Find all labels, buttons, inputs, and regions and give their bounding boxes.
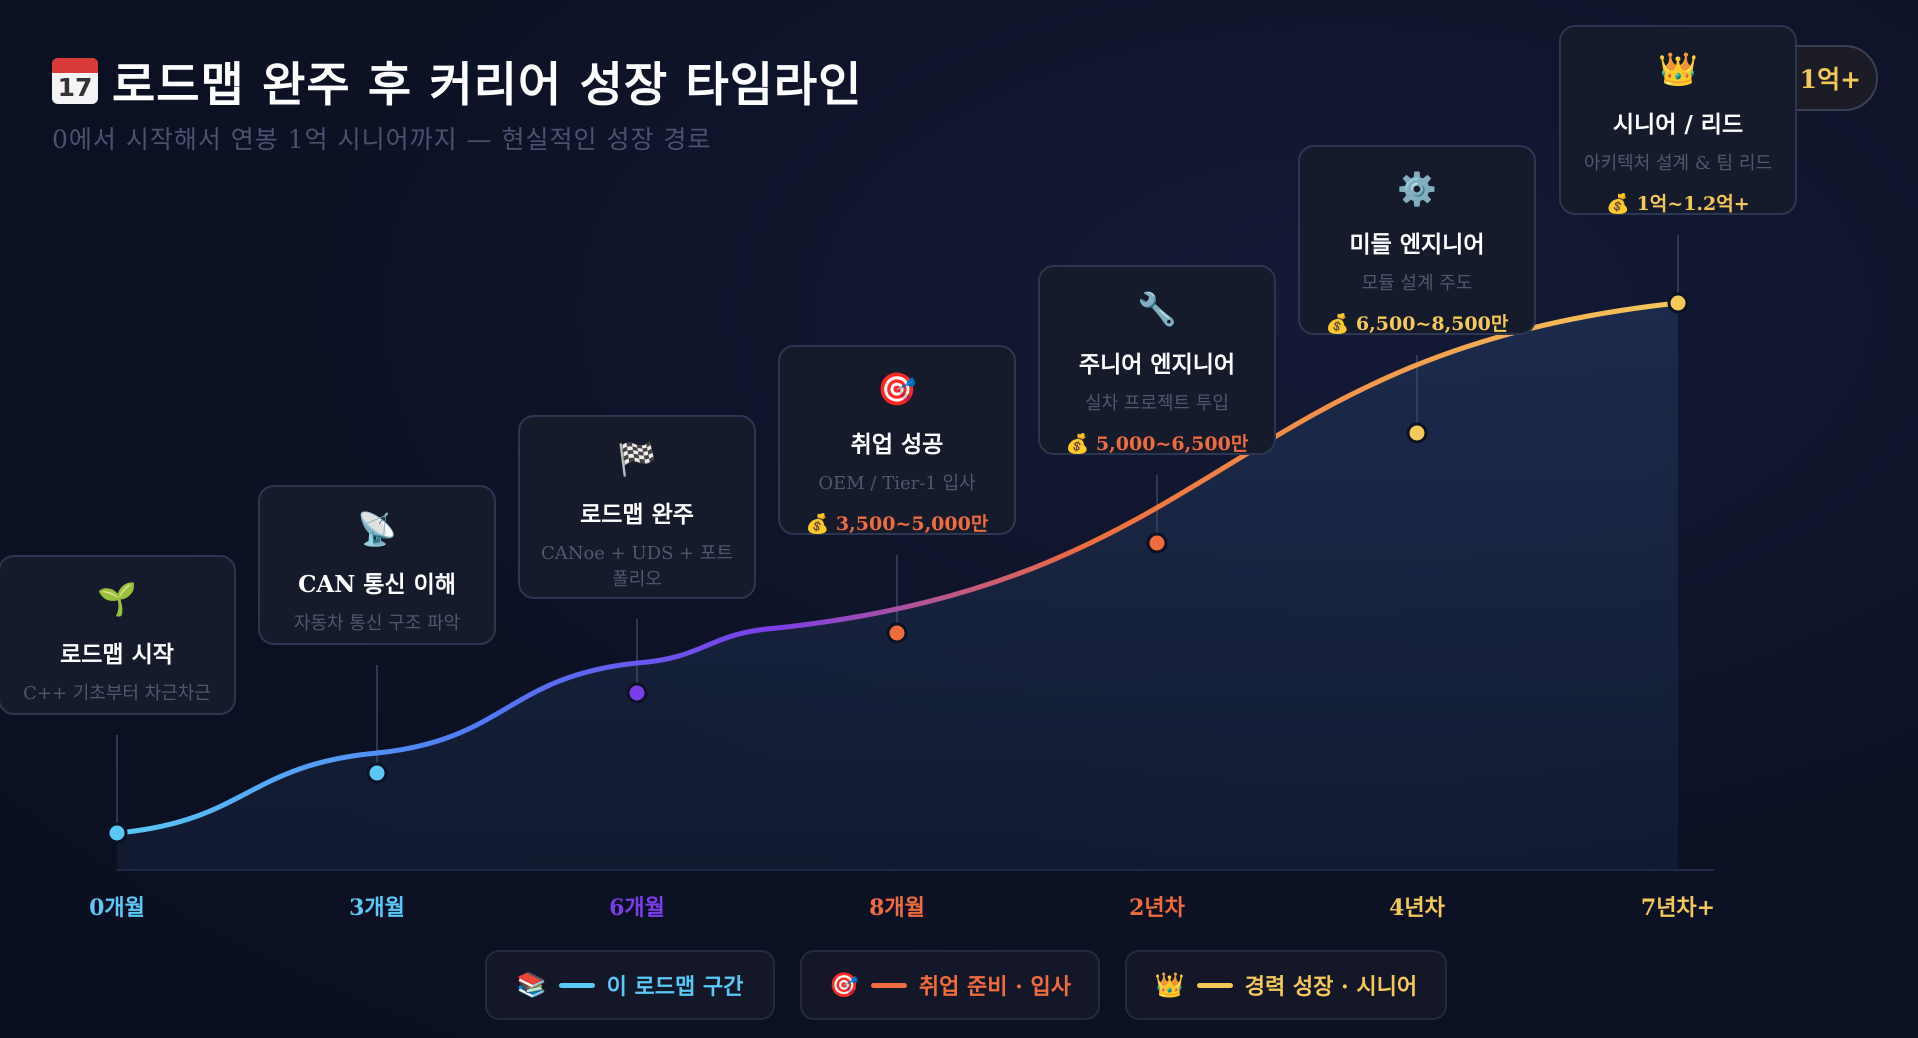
- checkered-flag-icon: 🏁: [617, 440, 657, 478]
- milestone-salary: 💰 1억~1.2억+: [1606, 193, 1750, 216]
- legend-item: 👑 경력 성장 · 시니어: [1125, 950, 1447, 1020]
- page-subtitle: 0에서 시작해서 연봉 1억 시니어까지 — 현실적인 성장 경로: [52, 125, 712, 154]
- legend-label: 경력 성장 · 시니어: [1244, 974, 1418, 1000]
- legend-label: 이 로드맵 구간: [606, 974, 744, 1000]
- milestone-desc: OEM / Tier-1 입사: [818, 473, 976, 494]
- x-axis-tick-label: 4년차: [1389, 895, 1445, 921]
- milestone-title: 미들 엔지니어: [1349, 231, 1485, 258]
- milestone-card: 🌱 로드맵 시작 C++ 기초부터 차근차근: [0, 555, 236, 715]
- milestone-marker: [1667, 292, 1689, 314]
- milestone-title: 로드맵 시작: [60, 641, 174, 668]
- seedling-icon: 🌱: [97, 580, 137, 618]
- crown-icon: 👑: [1154, 971, 1185, 999]
- wrench-icon: 🔧: [1137, 290, 1177, 328]
- milestone-title: CAN 통신 이해: [298, 571, 456, 598]
- books-icon: 📚: [516, 971, 547, 999]
- title-row: 17 로드맵 완주 후 커리어 성장 타임라인: [52, 46, 862, 115]
- milestone-desc: 모듈 설계 주도: [1361, 273, 1473, 294]
- milestone-marker: [366, 762, 388, 784]
- milestone-desc: C++ 기초부터 차근차근: [23, 683, 211, 704]
- milestone-marker: [1146, 532, 1168, 554]
- milestone-title: 시니어 / 리드: [1612, 111, 1744, 138]
- legend-swatch: [870, 982, 907, 988]
- crown-icon: 👑: [1658, 50, 1698, 88]
- milestone-desc: 자동차 통신 구조 파악: [293, 613, 461, 634]
- milestone-card: 🎯 취업 성공 OEM / Tier-1 입사 💰 3,500~5,000만: [778, 345, 1016, 535]
- legend-swatch: [1196, 982, 1233, 988]
- connector-lines: [116, 235, 1679, 823]
- legend-item: 📚 이 로드맵 구간: [485, 950, 775, 1020]
- x-axis-tick-label: 3개월: [349, 895, 405, 921]
- milestone-salary: 💰 3,500~5,000만: [805, 513, 989, 536]
- x-axis-tick-label: 0개월: [89, 895, 145, 921]
- milestone-salary: 💰 6,500~8,500만: [1325, 313, 1509, 336]
- satellite-dish-icon: 📡: [357, 510, 397, 548]
- legend-swatch: [558, 982, 595, 988]
- legend-item: 🎯 취업 준비 · 입사: [800, 950, 1100, 1020]
- milestone-title: 로드맵 완주: [580, 501, 694, 528]
- milestone-marker: [106, 822, 128, 844]
- milestone-salary: 💰 5,000~6,500만: [1065, 433, 1249, 456]
- milestone-title: 취업 성공: [850, 431, 944, 458]
- milestone-markers: [106, 292, 1689, 844]
- x-axis-tick-label: 6개월: [609, 895, 665, 921]
- growth-area-fill: [117, 303, 1678, 870]
- calendar-icon: 17: [52, 57, 98, 104]
- milestone-desc: 아키텍처 설계 & 팀 리드: [1584, 153, 1772, 174]
- page-title: 로드맵 완주 후 커리어 성장 타임라인: [112, 58, 863, 113]
- x-axis-tick-label: 2년차: [1129, 895, 1185, 921]
- gear-icon: ⚙️: [1397, 170, 1437, 208]
- x-axis-tick-label: 8개월: [869, 895, 925, 921]
- target-icon: 🎯: [877, 370, 917, 408]
- growth-line: [114, 300, 1681, 836]
- legend-label: 취업 준비 · 입사: [918, 974, 1071, 1000]
- milestone-card: 🏁 로드맵 완주 CANoe + UDS + 포트폴리오: [518, 415, 756, 599]
- milestone-marker: [1406, 422, 1428, 444]
- x-axis-tick-label: 7년차+: [1640, 895, 1716, 921]
- milestone-marker: [626, 682, 648, 704]
- target-icon: 🎯: [829, 971, 859, 999]
- milestone-desc: CANoe + UDS + 포트폴리오: [540, 543, 734, 591]
- milestone-marker: [886, 622, 908, 644]
- milestone-title: 주니어 엔지니어: [1078, 351, 1236, 378]
- milestone-desc: 실차 프로젝트 투입: [1085, 393, 1229, 414]
